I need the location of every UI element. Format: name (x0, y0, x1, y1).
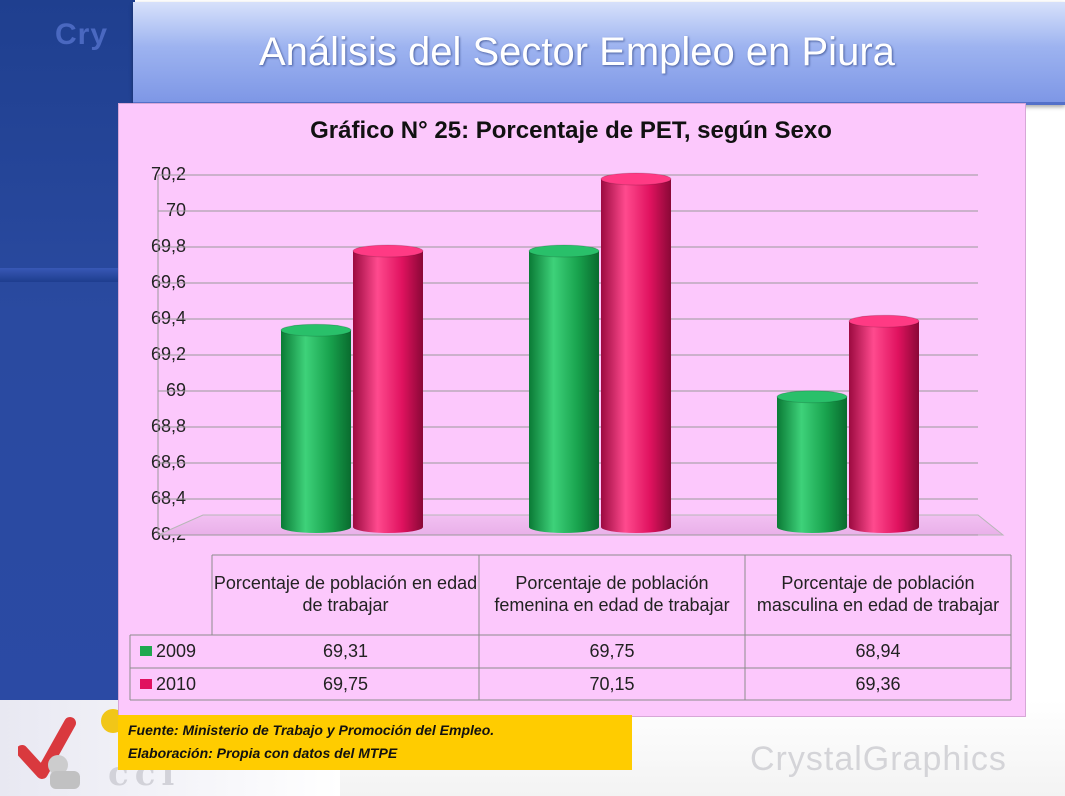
y-tick-label: 69,4 (150, 308, 186, 328)
y-tick-label: 68,2 (150, 524, 186, 544)
data-value-label: 70,15 (589, 673, 635, 694)
y-tick-label: 68,6 (150, 452, 186, 472)
left-background-band: Cry (0, 0, 135, 796)
y-tick-label: 68,8 (150, 416, 186, 436)
brand-watermark: CrystalGraphics (750, 740, 1007, 778)
data-value-label: 69,75 (589, 640, 635, 661)
category-label: Porcentaje de población en edad de traba… (213, 573, 478, 615)
y-tick-label: 69,2 (150, 344, 186, 364)
data-value-label: 69,31 (322, 640, 369, 661)
category-label: Porcentaje de población masculina en eda… (756, 573, 1000, 615)
data-value-label: 69,75 (322, 673, 369, 694)
y-tick-label: 69,6 (150, 272, 186, 292)
left-band-stripe (0, 268, 135, 282)
slide-title: Análisis del Sector Empleo en Piura (259, 30, 895, 74)
data-value-label: 69,36 (855, 673, 901, 694)
legend-key-2010 (140, 679, 152, 689)
y-tick-label: 69 (165, 380, 186, 400)
source-line-2: Elaboración: Propia con datos del MTPE (128, 745, 398, 761)
ghost-logo-text: Cry (55, 18, 109, 51)
y-tick-label: 69,8 (150, 236, 186, 256)
source-line-1: Fuente: Ministerio de Trabajo y Promoció… (128, 722, 495, 738)
y-tick-label: 70 (165, 200, 186, 220)
y-tick-label: 68,4 (150, 488, 186, 508)
source-note-box: Fuente: Ministerio de Trabajo y Promoció… (118, 715, 632, 770)
slide-header: Análisis del Sector Empleo en Piura (133, 2, 1065, 105)
legend-key-2009 (140, 646, 152, 656)
category-label: Porcentaje de población femenina en edad… (494, 573, 730, 615)
y-tick-label: 70,2 (150, 164, 186, 184)
chart-title: Gráfico N° 25: Porcentaje de PET, según … (310, 117, 832, 144)
data-value-label: 68,94 (855, 640, 901, 661)
legend-label: 2009 (156, 641, 197, 661)
legend-label: 2010 (156, 674, 197, 694)
